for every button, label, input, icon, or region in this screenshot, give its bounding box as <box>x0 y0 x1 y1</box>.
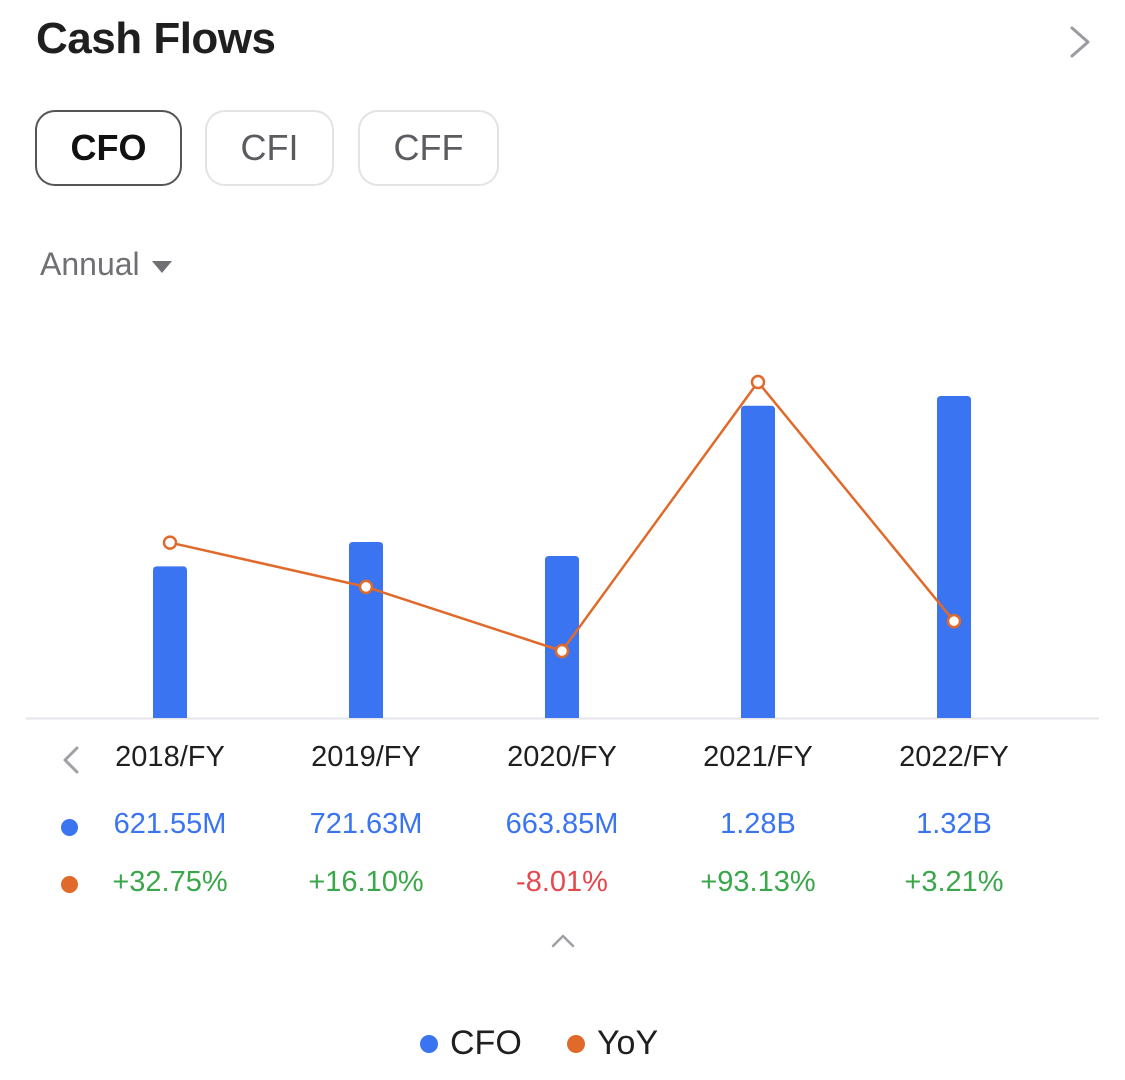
tab-cfo-label: CFO <box>70 127 147 168</box>
yoy-point[interactable] <box>358 579 374 595</box>
period-label: Annual <box>40 246 140 282</box>
year-label: 2018/FY <box>115 741 225 773</box>
tab-cfi-label: CFI <box>240 127 299 168</box>
chevron-left-icon[interactable] <box>58 744 84 776</box>
caret-down-icon <box>151 260 172 273</box>
yoy-value: +32.75% <box>112 866 228 898</box>
cfo-bar[interactable] <box>741 405 775 718</box>
yoy-legend-dot-icon <box>567 1034 585 1053</box>
cfo-bar[interactable] <box>153 566 187 718</box>
yoy-value: +16.10% <box>308 866 424 898</box>
cfo-legend-dot-icon <box>420 1034 438 1053</box>
cfo-value: 663.85M <box>505 808 619 840</box>
cfo-bar[interactable] <box>349 541 383 718</box>
yoy-value: +93.13% <box>700 866 816 898</box>
period-selector[interactable]: Annual <box>40 246 172 283</box>
yoy-dot-icon <box>61 876 78 893</box>
tab-cff[interactable]: CFF <box>358 110 499 186</box>
legend-item-cfo[interactable]: CFO <box>420 1024 522 1063</box>
chevron-up-icon[interactable] <box>548 928 578 952</box>
legend-yoy-label: YoY <box>597 1024 659 1062</box>
yoy-point[interactable] <box>946 613 962 629</box>
page-title: Cash Flows <box>36 14 276 63</box>
year-label: 2020/FY <box>507 741 617 773</box>
yoy-point[interactable] <box>162 535 178 550</box>
chevron-right-icon[interactable] <box>1062 22 1098 62</box>
year-label: 2021/FY <box>703 741 813 773</box>
yoy-point[interactable] <box>750 374 766 390</box>
cfo-dot-icon <box>61 819 78 836</box>
tab-cfo[interactable]: CFO <box>35 110 182 186</box>
tab-cfi[interactable]: CFI <box>205 110 334 186</box>
cfo-value: 1.32B <box>916 808 992 840</box>
cfo-value: 721.63M <box>309 808 423 840</box>
legend-cfo-label: CFO <box>450 1024 522 1062</box>
cfo-value: 621.55M <box>113 808 227 840</box>
cash-flow-chart <box>26 374 1099 720</box>
cfo-value: 1.28B <box>720 808 796 840</box>
legend-item-yoy[interactable]: YoY <box>567 1024 658 1063</box>
year-label: 2019/FY <box>311 741 421 773</box>
cfo-bar[interactable] <box>937 396 971 718</box>
cfo-bar[interactable] <box>545 556 579 718</box>
yoy-point[interactable] <box>554 643 570 659</box>
year-label: 2022/FY <box>899 741 1009 773</box>
yoy-value: +3.21% <box>904 866 1004 898</box>
yoy-value: -8.01% <box>516 866 608 898</box>
tab-cff-label: CFF <box>393 127 464 168</box>
chart-legend: CFO YoY <box>0 1024 1125 1068</box>
